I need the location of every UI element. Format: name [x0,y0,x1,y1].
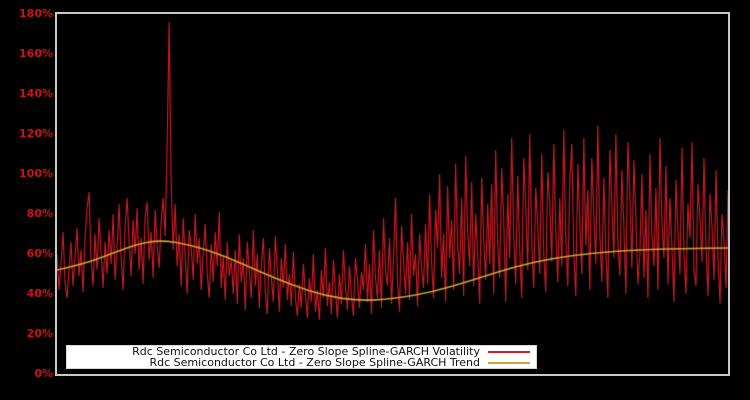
legend-label-volatility: Rdc Semiconductor Co Ltd - Zero Slope Sp… [132,345,480,358]
y-tick-label-160: 160% [19,47,53,60]
y-tick-label-20: 20% [26,327,53,340]
y-tick-label-80: 80% [26,207,53,220]
y-tick-label-0: 0% [34,367,53,380]
y-tick-label-120: 120% [19,127,53,140]
legend-row-trend: Rdc Semiconductor Co Ltd - Zero Slope Sp… [67,357,530,368]
volatility-plot-canvas [57,14,728,374]
y-tick-label-60: 60% [26,247,53,260]
plot-area: Rdc Semiconductor Co Ltd - Zero Slope Sp… [55,12,730,376]
y-tick-label-100: 100% [19,167,53,180]
y-tick-label-140: 140% [19,87,53,100]
legend-row-volatility: Rdc Semiconductor Co Ltd - Zero Slope Sp… [67,346,530,357]
y-tick-label-40: 40% [26,287,53,300]
legend-line-trend-swatch [488,361,530,364]
legend: Rdc Semiconductor Co Ltd - Zero Slope Sp… [66,345,537,369]
legend-label-trend: Rdc Semiconductor Co Ltd - Zero Slope Sp… [149,356,480,369]
y-tick-label-180: 180% [19,7,53,20]
legend-line-volatility-swatch [488,350,530,353]
